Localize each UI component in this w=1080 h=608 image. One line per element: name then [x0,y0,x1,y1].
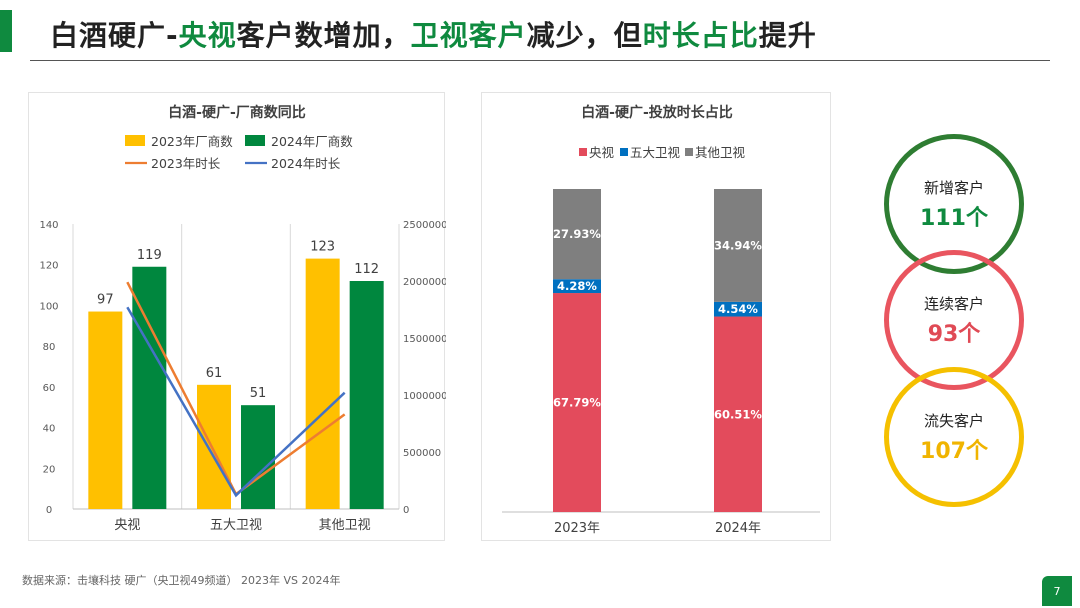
chart1-bar-label-1-1: 51 [250,386,267,401]
chart1-left-tick-4: 80 [43,342,56,353]
chart1-category-label-2: 其他卫视 [319,518,371,533]
chart1-legend-label-3: 2024年时长 [271,156,341,171]
duration-share-chart-panel: 白酒-硬广-投放时长占比央视 五大卫视 其他卫视 67.79% 4.28% 27.93% 2… [481,92,831,541]
chart1-right-tick-3: 1500000 [403,334,446,345]
chart1-bar-label-0-0: 97 [97,293,114,308]
chart1-right-tick-5: 2500000 [403,220,446,231]
chart1-bar-label-1-0: 119 [137,248,162,263]
chart1-legend-label-0: 2023年厂商数 [151,134,233,149]
chart1-left-tick-6: 120 [39,261,58,272]
data-source-note: 数据来源：击壤科技 硬广（央卫视49频道） 2023年 VS 2024年 [22,574,341,587]
chart2-legend-swatch-0 [579,148,587,156]
title-divider [30,60,1050,61]
chart2-legend-swatch-2 [685,148,693,156]
chart2-segment-label-1-1: 4.54% [718,302,758,316]
chart1-bar-label-0-2: 123 [310,240,335,255]
title-accent-bar [0,10,12,52]
chart2-segment-label-0-0: 67.79% [553,396,601,410]
kpi-lost-customers-label: 流失客户 [923,411,984,430]
chart1-left-tick-0: 0 [46,505,52,516]
kpi-new-customers-label: 新增客户 [923,178,984,197]
chart1-bar-0-1 [197,384,231,509]
chart1-legend-label-2: 2023年时长 [151,156,221,171]
kpi-continuing-customers-label: 连续客户 [923,294,984,313]
chart2-segment-label-1-0: 4.28% [557,279,597,293]
chart1-right-tick-2: 1000000 [403,391,446,402]
kpi-continuing-customers-value: 93个 [927,321,981,347]
title-part-7: 提升 [758,19,817,52]
manufacturer-count-chart-panel: 白酒-硬广-厂商数同比 2023年厂商数 2024年厂商数 2023年时长 2024年时… [28,92,448,541]
chart1-bar-1-2 [349,281,384,509]
kpi-lost-customers-value: 107个 [920,438,988,464]
chart1-left-tick-5: 100 [39,301,58,312]
chart1-left-tick-1: 20 [43,464,56,475]
chart2-title: 白酒-硬广-投放时长占比 [581,104,733,121]
chart1-category-label-1: 五大卫视 [210,518,262,533]
title-part-4: 卫视客户 [410,19,527,52]
chart1-legend-swatch-1 [245,135,265,146]
chart2-segment-1-0 [553,279,601,294]
chart1-right-tick-1: 500000 [403,448,441,459]
chart2-segment-2-1 [714,189,762,302]
chart1-title: 白酒-硬广-厂商数同比 [168,104,306,121]
chart1-legend-label-1: 2024年厂商数 [271,134,353,149]
page-title: 白酒硬广-央视客户数增加，卫视客户减少，但时长占比提升 [50,14,817,54]
chart1-bar-label-0-1: 61 [206,366,223,381]
title-part-1: 白酒硬广- [50,19,179,52]
chart2-legend-swatch-1 [620,148,628,156]
chart1-category-label-0: 央视 [114,518,140,533]
title-part-6: 时长占比 [642,19,759,52]
chart2-segment-0-1 [714,316,762,512]
title-part-2: 央视 [178,19,237,52]
kpi-new-customers-value: 111个 [920,205,988,231]
chart2-category-label-1: 2024年 [715,521,761,536]
kpi-lost-customers: 流失客户 107个 [884,367,1024,507]
page-number: 7 [1042,576,1072,606]
chart2-segment-0-0 [553,293,601,512]
chart1-bar-label-1-2: 112 [354,262,379,277]
chart2-legend-label-2: 其他卫视 [695,145,746,160]
chart2-segment-label-2-0: 27.93% [553,227,601,241]
chart1-left-tick-7: 140 [39,220,58,231]
chart1-bar-1-1 [241,405,275,509]
kpi-continuing-customers: 连续客户 93个 [884,250,1024,390]
chart1-bar-0-0 [88,311,123,509]
chart2-segment-1-1 [714,301,762,317]
chart2-segment-2-0 [553,189,601,280]
chart1-bar-1-0 [132,266,167,509]
chart1-left-tick-3: 60 [43,383,56,394]
chart1-legend-swatch-0 [125,135,145,146]
chart2-segment-label-0-1: 60.51% [714,407,762,421]
chart1-right-tick-0: 0 [403,505,409,516]
chart1-left-tick-2: 40 [43,424,56,435]
manufacturer-count-chart: 白酒-硬广-厂商数同比 2023年厂商数 2024年厂商数 2023年时长 2024年时… [39,104,447,533]
chart1-line-1 [126,306,346,498]
chart2-legend-label-0: 央视 [589,145,615,160]
title-part-3: 客户数增加， [236,19,411,52]
title-part-5: 减少，但 [526,19,643,52]
chart2-category-label-0: 2023年 [554,521,600,536]
chart2-segment-label-2-1: 34.94% [714,238,762,252]
chart1-bar-0-2 [305,258,340,509]
chart1-right-tick-4: 2000000 [403,277,446,288]
chart2-legend-label-1: 五大卫视 [630,145,681,160]
